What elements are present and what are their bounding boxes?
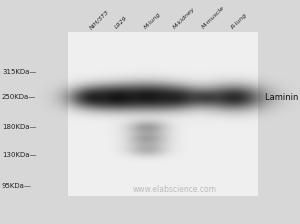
Text: NIH/3T3: NIH/3T3 xyxy=(88,9,110,30)
Text: 315KDa—: 315KDa— xyxy=(2,69,36,75)
Text: M-kidney: M-kidney xyxy=(172,6,196,30)
Text: www.elabscience.com: www.elabscience.com xyxy=(133,185,217,194)
Text: 250KDa—: 250KDa— xyxy=(2,94,36,100)
Text: M-muscle: M-muscle xyxy=(202,5,226,30)
Text: L929: L929 xyxy=(115,15,129,30)
Text: 130KDa—: 130KDa— xyxy=(2,152,37,158)
Text: M-lung: M-lung xyxy=(143,11,162,30)
Text: 180KDa—: 180KDa— xyxy=(2,124,37,130)
Text: 95KDa—: 95KDa— xyxy=(2,183,32,189)
Text: R-lung: R-lung xyxy=(230,12,248,30)
Text: Laminin B1: Laminin B1 xyxy=(265,93,300,101)
